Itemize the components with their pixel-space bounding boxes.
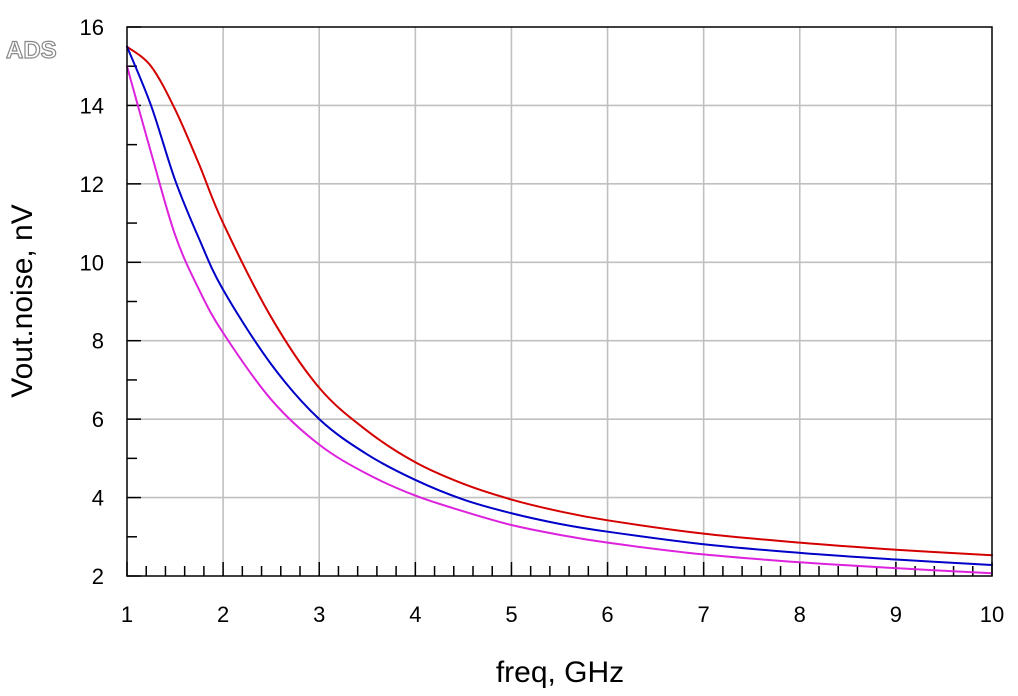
- x-tick-label: 4: [409, 602, 421, 627]
- x-tick-label: 10: [980, 602, 1004, 627]
- series-line-3: [126, 65, 993, 575]
- y-tick-label: 2: [92, 564, 104, 589]
- x-tick-label: 6: [601, 602, 613, 627]
- x-tick-label: 5: [505, 602, 517, 627]
- plot-area: [127, 27, 992, 576]
- x-tick-label: 2: [217, 602, 229, 627]
- series-line-1: [126, 45, 993, 557]
- x-tick-labels: 1 2 3 4 5 6 7 8 9 10: [121, 602, 1004, 627]
- y-tick-label: 14: [80, 93, 104, 118]
- y-tick-label: 4: [92, 486, 104, 511]
- y-tick-label: 12: [80, 172, 104, 197]
- x-axis-label: freq, GHz: [496, 656, 624, 689]
- series-lines: [126, 45, 993, 575]
- y-tick-label: 16: [80, 15, 104, 40]
- y-tick-label: 8: [92, 329, 104, 354]
- x-tick-label: 7: [698, 602, 710, 627]
- y-axis-label: Vout.noise, nV: [6, 204, 39, 397]
- x-tick-label: 3: [313, 602, 325, 627]
- y-tick-label: 10: [80, 250, 104, 275]
- x-tick-label: 1: [121, 602, 133, 627]
- ads-watermark: ADS: [6, 37, 57, 64]
- series-line-2: [126, 45, 993, 567]
- x-tick-label: 9: [890, 602, 902, 627]
- x-tick-label: 8: [794, 602, 806, 627]
- grid-lines: [127, 27, 992, 576]
- plot-frame: [126, 26, 993, 577]
- y-tick-label: 6: [92, 407, 104, 432]
- y-tick-labels: 2 4 6 8 10 12 14 16: [80, 15, 104, 589]
